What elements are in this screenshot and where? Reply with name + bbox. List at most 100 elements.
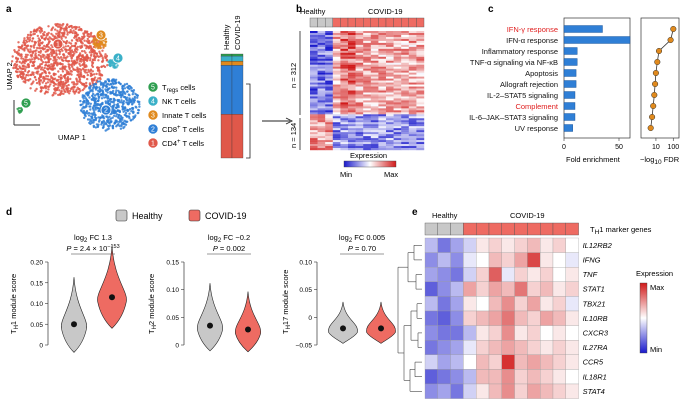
umap-point: [16, 75, 20, 78]
heatmap-cell: [363, 112, 371, 115]
heatmap-cell: [355, 56, 364, 59]
heatmap-cell: [332, 108, 341, 111]
heatmap-cell: [450, 383, 464, 399]
heatmap-cell: [325, 130, 333, 133]
heatmap-cell: [527, 296, 541, 312]
umap-point: [41, 53, 45, 56]
heatmap-cell: [386, 56, 394, 59]
umap-point: [115, 119, 118, 122]
heatmap-cell: [348, 86, 356, 89]
heatmap-cell: [310, 94, 318, 97]
sample-header-cell: [476, 222, 490, 236]
heatmap-cell: [393, 31, 402, 34]
heatmap-cell: [565, 383, 579, 399]
heatmap-cell: [463, 354, 477, 370]
umap-point: [61, 59, 64, 62]
umap-point: [101, 60, 104, 63]
heatmap-cell: [310, 98, 318, 101]
heatmap-cell: [363, 114, 371, 117]
pathway-name: Allograft rejection: [500, 80, 558, 89]
y-tick-label: 0: [175, 343, 179, 350]
umap-point: [98, 119, 101, 122]
sample-header-cell: [340, 17, 349, 28]
sample-header-cell: [437, 222, 451, 236]
umap-point: [116, 93, 120, 97]
umap-point: [130, 99, 133, 102]
heatmap-cell: [527, 383, 541, 399]
umap-point: [68, 92, 71, 95]
heatmap-cell: [501, 369, 515, 385]
heatmap-cell: [450, 354, 464, 370]
heatmap-cell: [317, 80, 326, 83]
legend-covid-text: COVID-19: [205, 211, 247, 221]
composition-segment: [231, 53, 244, 57]
umap-point: [41, 47, 44, 50]
umap-point: [73, 62, 76, 65]
umap-point: [50, 75, 53, 78]
heatmap-cell: [416, 116, 425, 119]
fold-change-label: log2 FC −0.2: [208, 233, 250, 244]
umap-point: [63, 75, 66, 78]
y-tick-label: −0.05: [296, 343, 313, 350]
heatmap-cell: [386, 64, 394, 67]
fold-enrichment-ticks: 0 50: [562, 138, 623, 151]
heatmap-cell: [378, 120, 387, 123]
umap-point: [46, 48, 49, 52]
heatmap-cell: [401, 82, 409, 85]
umap-point: [47, 38, 50, 41]
umap-point: [25, 66, 28, 69]
y-tick-label: 0.05: [30, 322, 43, 329]
heatmap-cell: [393, 136, 402, 139]
heatmap-e-colorbar: [639, 282, 648, 354]
heatmap-cell: [565, 267, 579, 282]
heatmap-cell: [325, 134, 333, 137]
umap-point: [103, 84, 106, 87]
umap-point: [35, 67, 38, 70]
heatmap-cell: [476, 296, 490, 312]
umap-point: [132, 116, 136, 120]
heatmap-cell: [370, 44, 379, 48]
heatmap-cell: [363, 44, 371, 48]
heatmap-cell: [370, 90, 379, 93]
umap-point: [70, 64, 73, 67]
umap-point: [54, 28, 57, 31]
heatmap-cell: [514, 383, 528, 399]
umap-point: [35, 49, 38, 52]
heatmap-cell: [325, 54, 333, 57]
heatmap-cell: [340, 56, 349, 59]
umap-point: [51, 65, 54, 68]
heatmap-cell: [370, 126, 379, 129]
heatmap-cell: [416, 130, 425, 133]
heatmap-cell: [370, 142, 379, 145]
umap-point: [11, 55, 14, 58]
heatmap-cell: [401, 112, 409, 115]
legend-badge: [147, 137, 159, 149]
legend-number: 1: [151, 141, 155, 148]
umap-point: [64, 65, 67, 69]
umap-point: [62, 66, 65, 69]
heatmap-cell: [565, 252, 579, 268]
umap-point: [116, 64, 119, 67]
heatmap-cell: [386, 38, 394, 42]
heatmap-cell: [340, 112, 349, 115]
heatmap-cell: [476, 237, 490, 253]
heatmap-cell: [488, 369, 502, 385]
umap-point: [117, 122, 120, 126]
heatmap-cell: [317, 50, 326, 54]
heatmap-cell: [340, 80, 349, 83]
heatmap-cell: [317, 36, 326, 40]
sample-header-cell: [527, 222, 541, 236]
heatmap-cell: [386, 76, 394, 79]
tick-label: 50: [615, 144, 623, 151]
heatmap-cell: [363, 54, 371, 57]
heatmap-cell: [408, 86, 417, 89]
y-tick-label: 0.20: [30, 260, 43, 267]
tick-label: 100: [667, 144, 679, 151]
heatmap-cell: [310, 118, 318, 121]
heatmap-cell: [340, 82, 349, 85]
heatmap-cell: [552, 267, 566, 282]
umap-point: [73, 52, 76, 55]
umap-point: [86, 91, 90, 94]
heatmap-cell: [408, 72, 417, 75]
